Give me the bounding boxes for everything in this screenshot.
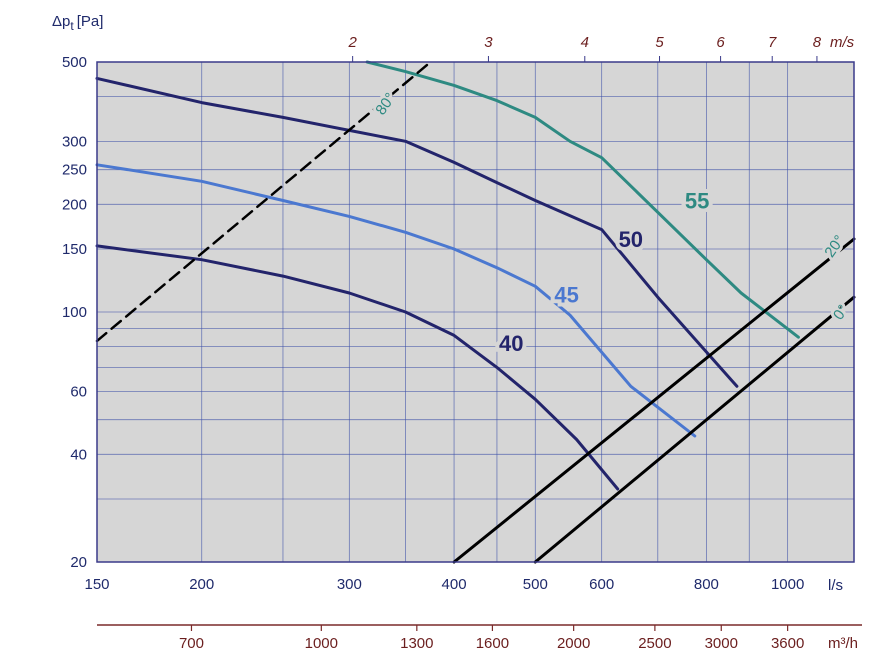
curves	[95, 60, 856, 564]
series-line-80deg	[95, 60, 432, 343]
y-tick-label: 100	[62, 304, 87, 321]
series-label-40: 40	[499, 331, 523, 356]
x-tick-label-ls: 300	[337, 576, 362, 593]
x-tick-label-ls: 600	[589, 576, 614, 593]
x-tick-label-m3h: 2500	[638, 635, 671, 652]
y-tick-label: 40	[70, 446, 87, 463]
ls-unit-label: l/s	[828, 577, 843, 594]
x-tick-label-ms: 2	[347, 34, 357, 51]
ms-unit-label: m/s	[830, 34, 855, 51]
x-tick-label-m3h: 700	[179, 635, 204, 652]
x-tick-label-m3h: 2000	[557, 635, 590, 652]
x-tick-label-ls: 150	[84, 576, 109, 593]
y-tick-label: 20	[70, 554, 87, 571]
series-label-55: 55	[685, 188, 709, 213]
series-line-40	[95, 244, 620, 491]
x-tick-label-m3h: 1600	[476, 635, 509, 652]
y-tick-label: 250	[62, 162, 87, 179]
x-tick-label-m3h: 3600	[771, 635, 804, 652]
x-tick-label-ms: 4	[581, 34, 589, 51]
m3h-unit-label: m³/h	[828, 635, 858, 652]
x-tick-label-ms: 6	[716, 34, 725, 51]
y-tick-label: 150	[62, 241, 87, 258]
x-tick-label-m3h: 1000	[305, 635, 338, 652]
y-tick-label: 60	[70, 383, 87, 400]
series-line-20deg	[452, 237, 856, 564]
x-tick-label-m3h: 3000	[705, 635, 738, 652]
y-axis-title: Δpt [Pa]	[52, 13, 103, 33]
series-line-55	[365, 60, 800, 339]
plot-border	[96, 61, 855, 563]
x-tick-label-ls: 1000	[771, 576, 804, 593]
x-tick-label-ls: 400	[442, 576, 467, 593]
y-tick-label: 300	[62, 133, 87, 150]
x-tick-label-m3h: 1300	[400, 635, 433, 652]
y-tick-label: 200	[62, 196, 87, 213]
series-label-50: 50	[619, 227, 643, 252]
x-tick-label-ls: 500	[523, 576, 548, 593]
y-tick-label: 500	[62, 54, 87, 71]
x-tick-label-ls: 200	[189, 576, 214, 593]
series-line-0deg	[533, 295, 856, 564]
x-tick-label-ls: 800	[694, 576, 719, 593]
x-tick-label-ms: 5	[655, 34, 664, 51]
series-line-50	[95, 76, 739, 388]
x-tick-label-ms: 8	[813, 34, 822, 51]
x-tick-label-ms: 3	[484, 34, 493, 51]
x-tick-label-ms: 7	[768, 34, 777, 51]
series-line-45	[95, 163, 697, 438]
series-label-45: 45	[554, 282, 578, 307]
